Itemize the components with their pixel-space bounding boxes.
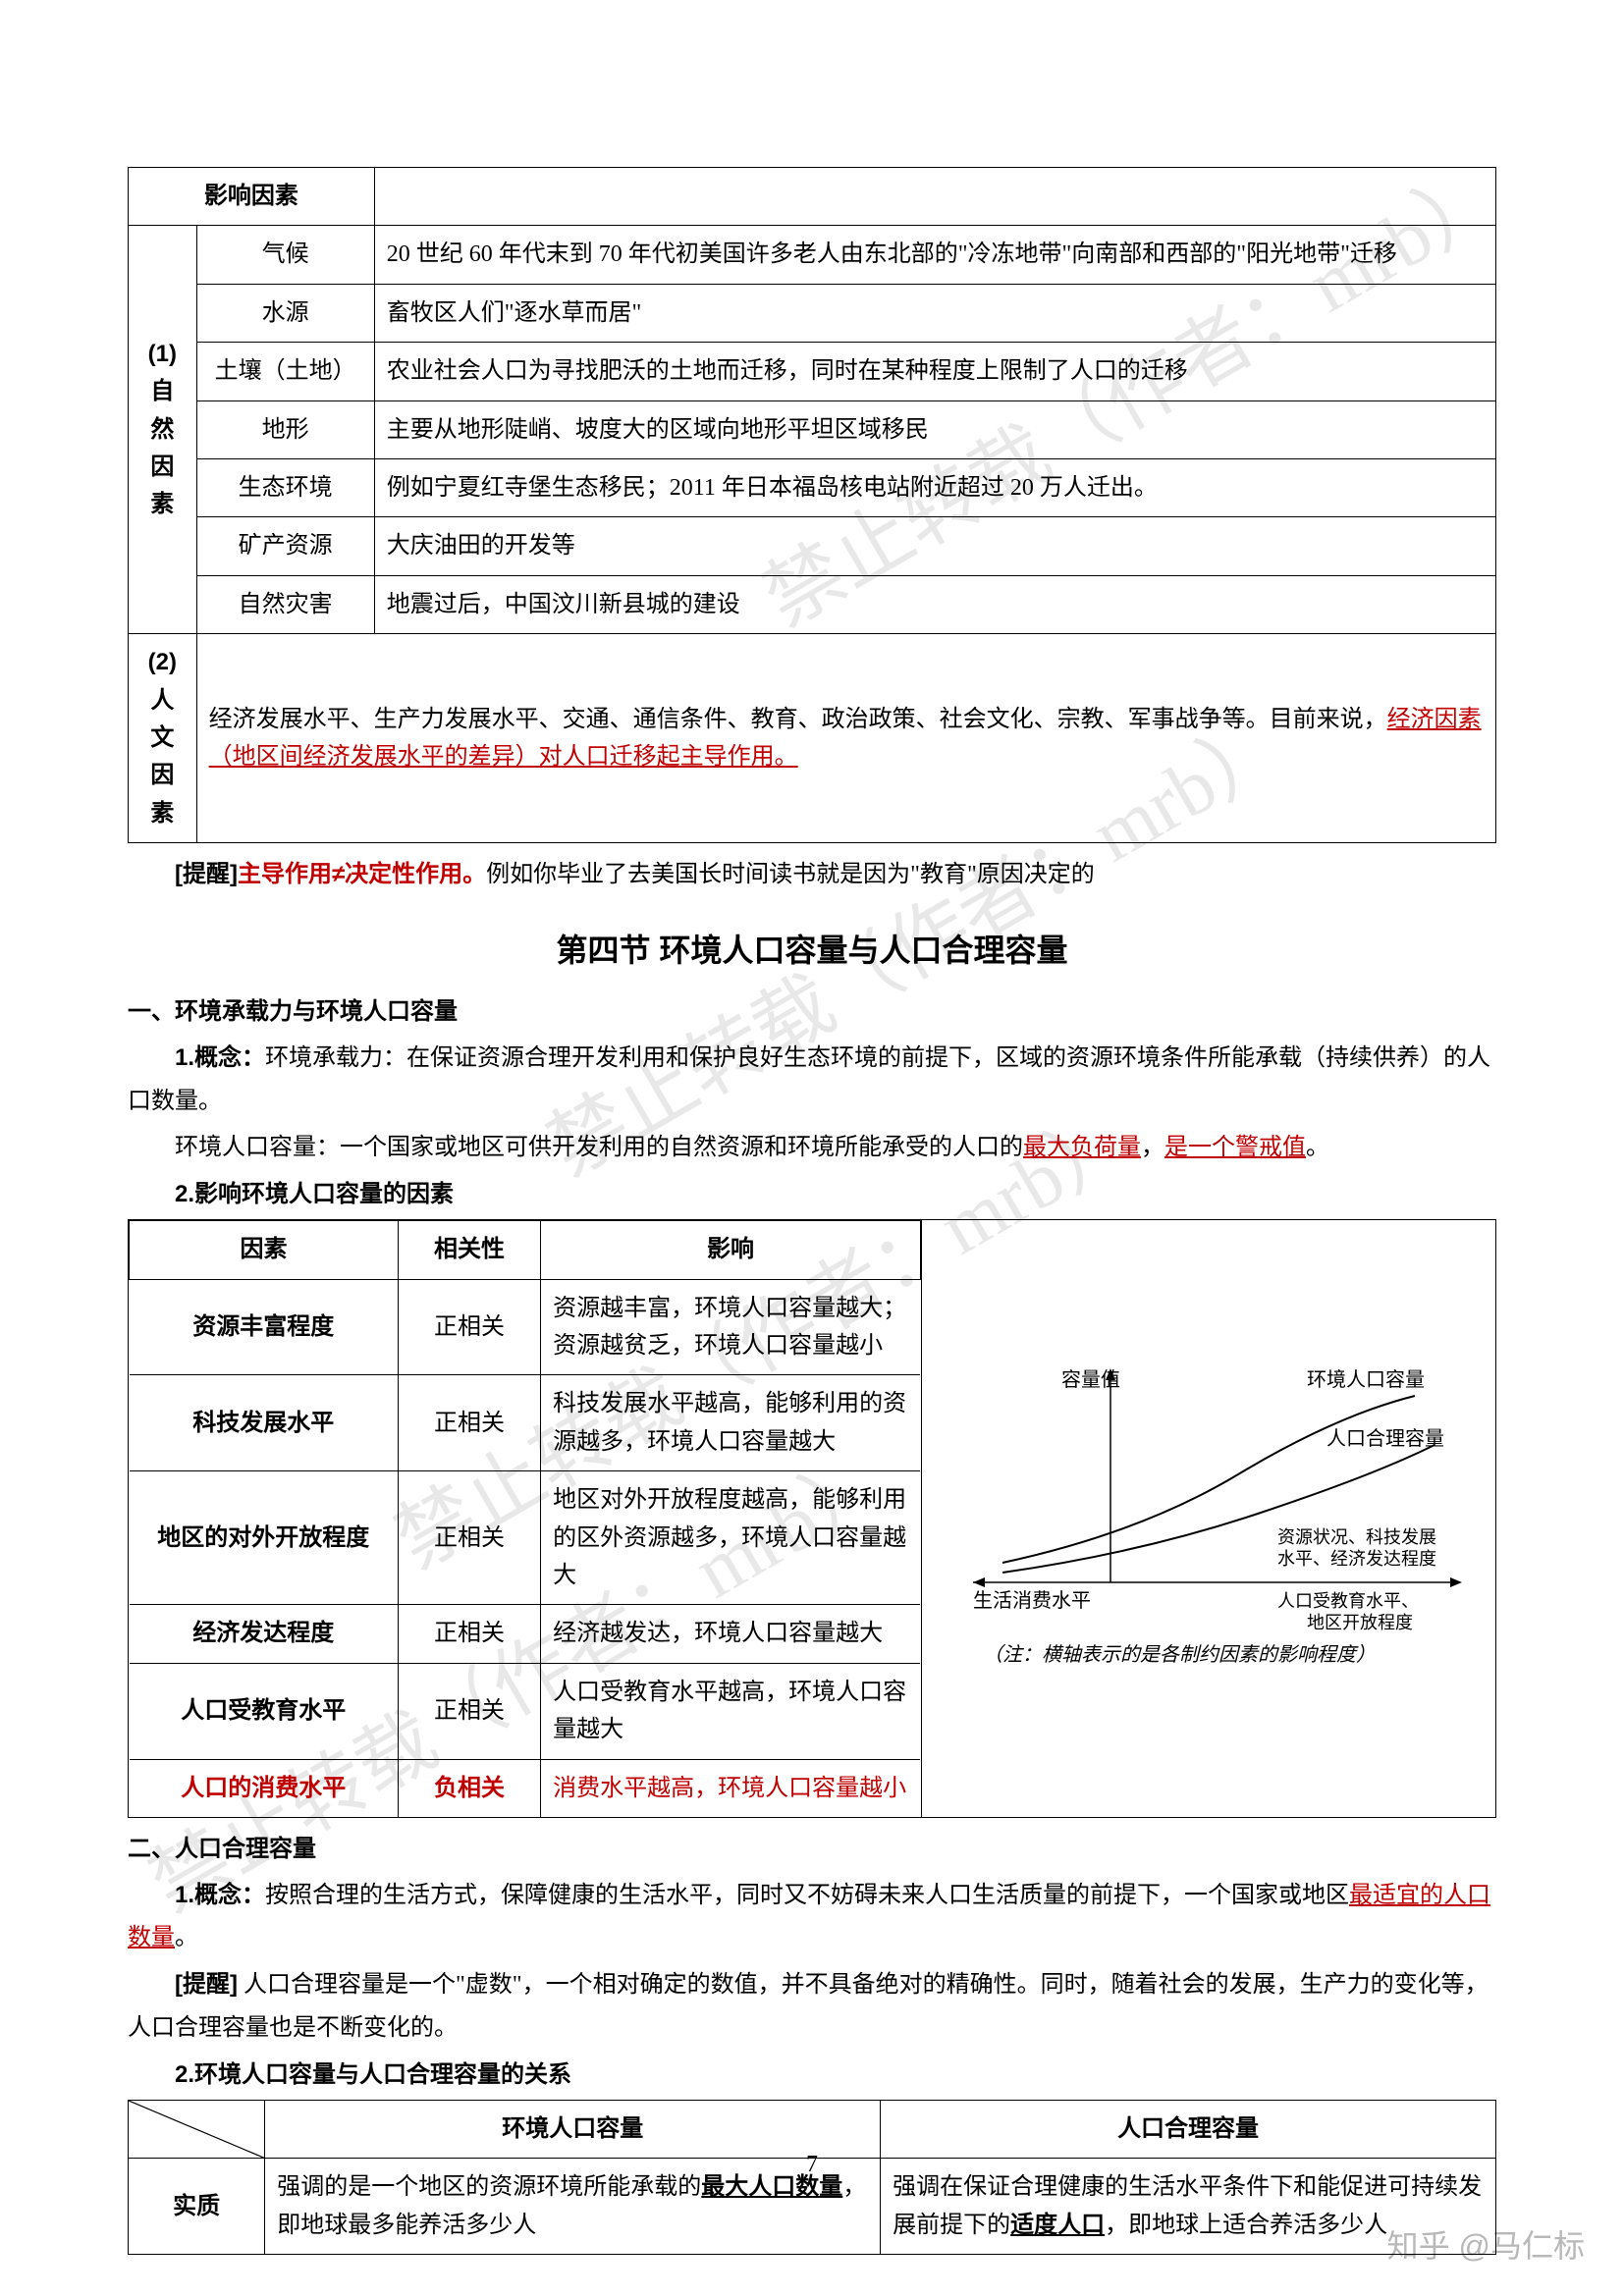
factor-cell: 气候 xyxy=(196,226,374,284)
t3-header1: 环境人口容量 xyxy=(265,2101,881,2159)
t2-effect: 人口受教育水平越高，环境人口容量越大 xyxy=(541,1663,921,1759)
t2-factor: 人口受教育水平 xyxy=(130,1663,399,1759)
t2-factor: 资源丰富程度 xyxy=(130,1279,399,1375)
table-row: 人口的消费水平 负相关 消费水平越高，环境人口容量越小 xyxy=(130,1759,921,1817)
humanistic-desc: 经济发展水平、生产力发展水平、交通、通信条件、教育、政治政策、社会文化、宗教、军… xyxy=(196,634,1495,843)
concept-text: 环境承载力：在保证资源合理开发利用和保护良好生态环境的前提下，区域的资源环境条件… xyxy=(128,1045,1490,1113)
t2-rel: 正相关 xyxy=(399,1471,541,1605)
table-row: 人口受教育水平 正相关 人口受教育水平越高，环境人口容量越大 xyxy=(130,1663,921,1759)
concept2-prefix: 按照合理的生活方式，保障健康的生活水平，同时又不妨碍未来人口生活质量的前提下，一… xyxy=(265,1883,1349,1908)
t2-rel: 正相关 xyxy=(399,1375,541,1471)
t3-col1-prefix: 强调的是一个地区的资源环境所能承载的 xyxy=(277,2174,701,2200)
desc-cell: 地震过后，中国汶川新县城的建设 xyxy=(374,575,1495,633)
t2-effect: 科技发展水平越高，能够利用的资源越多，环境人口容量越大 xyxy=(541,1375,921,1471)
influence-factors-table: 影响因素 (1)自然因素 气候 20 世纪 60 年代末到 70 年代初美国许多… xyxy=(128,167,1496,843)
factor-cell: 生态环境 xyxy=(196,458,374,516)
desc-cell: 例如宁夏红寺堡生态移民；2011 年日本福岛核电站附近超过 20 万人迁出。 xyxy=(374,458,1495,516)
t2-header-effect: 影响 xyxy=(541,1221,921,1279)
chart-x-right2: 人口受教育水平、 地区开放程度 xyxy=(1277,1591,1424,1632)
desc-cell: 20 世纪 60 年代末到 70 年代初美国许多老人由东北部的"冷冻地带"向南部… xyxy=(374,226,1495,284)
comparison-table: 环境人口容量 人口合理容量 实质 强调的是一个地区的资源环境所能承载的最大人口数… xyxy=(128,2100,1496,2255)
t3-col2: 强调在保证合理健康的生活水平条件下和能促进可持续发展前提下的适度人口，即地球上适… xyxy=(881,2159,1496,2255)
factor-cell: 矿产资源 xyxy=(196,517,374,575)
capacity-factors-table: 因素 相关性 影响 资源丰富程度 正相关 资源越丰富，环境人口容量越大；资源越贫… xyxy=(128,1219,1496,1818)
t2-rel: 正相关 xyxy=(399,1279,541,1375)
t3-row-label: 实质 xyxy=(129,2159,265,2255)
reminder2-label: [提醒] xyxy=(175,1971,238,1998)
t2-effect: 地区对外开放程度越高，能够利用的区外资源越多，环境人口容量越大 xyxy=(541,1471,921,1605)
chart-curve1: 环境人口容量 xyxy=(1307,1368,1425,1391)
reminder-label: [提醒] xyxy=(175,861,238,887)
def-red2: 是一个警戒值 xyxy=(1164,1135,1306,1160)
def-red1: 最大负荷量 xyxy=(1023,1135,1141,1160)
t2-effect: 消费水平越高，环境人口容量越小 xyxy=(541,1759,921,1817)
def-mid: ， xyxy=(1141,1135,1164,1160)
concept2-label: 1.概念： xyxy=(175,1882,265,1908)
t2-factor: 科技发展水平 xyxy=(130,1375,399,1471)
capacity-chart: 容量值 环境人口容量 人口合理容量 生活消费水平 资源状况、科技发展 水平、经济… xyxy=(944,1357,1474,1681)
factor-cell: 自然灾害 xyxy=(196,575,374,633)
concept2-suffix: 。 xyxy=(175,1925,198,1950)
desc-cell: 农业社会人口为寻找肥沃的土地而迁移，同时在某种程度上限制了人口的迁移 xyxy=(374,343,1495,400)
t3-col2-bold: 适度人口 xyxy=(1010,2212,1105,2238)
chart-x-left: 生活消费水平 xyxy=(973,1589,1091,1612)
t2-rel: 负相关 xyxy=(399,1759,541,1817)
factors-heading: 2.影响环境人口容量的因素 xyxy=(128,1173,1496,1215)
table-row: 地区的对外开放程度 正相关 地区对外开放程度越高，能够利用的区外资源越多，环境人… xyxy=(130,1471,921,1605)
concept1: 1.概念：环境承载力：在保证资源合理开发利用和保护良好生态环境的前提下，区域的资… xyxy=(128,1037,1496,1122)
t3-header2: 人口合理容量 xyxy=(881,2101,1496,2159)
table1-header-empty xyxy=(374,168,1495,226)
reminder2-text: 人口合理容量是一个"虚数"，一个相对确定的数值，并不具备绝对的精确性。同时，随着… xyxy=(128,1972,1489,2040)
section4-title: 第四节 环境人口容量与人口合理容量 xyxy=(128,926,1496,971)
factor-cell: 地形 xyxy=(196,400,374,458)
table1-header: 影响因素 xyxy=(129,168,375,226)
relation-heading: 2.环境人口容量与人口合理容量的关系 xyxy=(128,2054,1496,2096)
t2-effect: 经济越发达，环境人口容量越大 xyxy=(541,1605,921,1663)
t2-header-factor: 因素 xyxy=(130,1221,399,1279)
desc-cell: 主要从地形陡峭、坡度大的区域向地形平坦区域移民 xyxy=(374,400,1495,458)
reminder-rest: 例如你毕业了去美国长时间读书就是因为"教育"原因决定的 xyxy=(486,862,1095,887)
chart-y-label: 容量值 xyxy=(1061,1368,1120,1391)
t3-col1: 强调的是一个地区的资源环境所能承载的最大人口数量，即地球最多能养活多少人 xyxy=(265,2159,881,2255)
table-row: 资源丰富程度 正相关 资源越丰富，环境人口容量越大；资源越贫乏，环境人口容量越小 xyxy=(130,1279,921,1375)
t2-effect: 资源越丰富，环境人口容量越大；资源越贫乏，环境人口容量越小 xyxy=(541,1279,921,1375)
desc-cell: 畜牧区人们"逐水草而居" xyxy=(374,284,1495,342)
heading-1: 一、环境承载力与环境人口容量 xyxy=(128,990,1496,1033)
factor-cell: 水源 xyxy=(196,284,374,342)
def-prefix: 环境人口容量：一个国家或地区可供开发利用的自然资源和环境所能承受的人口的 xyxy=(175,1135,1023,1160)
reminder2: [提醒] 人口合理容量是一个"虚数"，一个相对确定的数值，并不具备绝对的精确性。… xyxy=(128,1963,1496,2049)
chart-note: （注：横轴表示的是各制约因素的影响程度） xyxy=(983,1643,1376,1666)
capacity-chart-cell: 容量值 环境人口容量 人口合理容量 生活消费水平 资源状况、科技发展 水平、经济… xyxy=(921,1220,1495,1818)
def-suffix: 。 xyxy=(1306,1135,1329,1160)
t2-rel: 正相关 xyxy=(399,1605,541,1663)
reminder-red: 主导作用≠决定性作用。 xyxy=(238,861,486,887)
table-row: 实质 强调的是一个地区的资源环境所能承载的最大人口数量，即地球最多能养活多少人 … xyxy=(129,2159,1496,2255)
t2-rel: 正相关 xyxy=(399,1663,541,1759)
table-row: 经济发达程度 正相关 经济越发达，环境人口容量越大 xyxy=(130,1605,921,1663)
t3-corner xyxy=(129,2101,265,2159)
humanistic-prefix: 经济发展水平、生产力发展水平、交通、通信条件、教育、政治政策、社会文化、宗教、军… xyxy=(209,707,1387,732)
t2-factor: 经济发达程度 xyxy=(130,1605,399,1663)
heading-2: 二、人口合理容量 xyxy=(128,1828,1496,1870)
t2-factor: 人口的消费水平 xyxy=(130,1759,399,1817)
concept2: 1.概念：按照合理的生活方式，保障健康的生活水平，同时又不妨碍未来人口生活质量的… xyxy=(128,1874,1496,1959)
env-capacity-definition: 环境人口容量：一个国家或地区可供开发利用的自然资源和环境所能承受的人口的最大负荷… xyxy=(128,1127,1496,1169)
desc-cell: 大庆油田的开发等 xyxy=(374,517,1495,575)
t3-col1-bold: 最大人口数量 xyxy=(701,2173,842,2200)
factor-cell: 土壤（土地） xyxy=(196,343,374,400)
concept-label: 1.概念： xyxy=(175,1044,265,1071)
t2-header-rel: 相关性 xyxy=(399,1221,541,1279)
reminder1: [提醒]主导作用≠决定性作用。例如你毕业了去美国长时间读书就是因为"教育"原因决… xyxy=(128,853,1496,896)
t2-factor: 地区的对外开放程度 xyxy=(130,1471,399,1605)
table-row: 科技发展水平 正相关 科技发展水平越高，能够利用的资源越多，环境人口容量越大 xyxy=(130,1375,921,1471)
natural-factors-group: (1)自然因素 xyxy=(129,226,197,634)
humanistic-factors-group: (2)人文因素 xyxy=(129,634,197,843)
chart-curve2: 人口合理容量 xyxy=(1326,1427,1444,1450)
chart-x-right1: 资源状况、科技发展 水平、经济发达程度 xyxy=(1277,1527,1441,1569)
t3-col2-suffix: ，即地球上适合养活多少人 xyxy=(1105,2213,1387,2238)
